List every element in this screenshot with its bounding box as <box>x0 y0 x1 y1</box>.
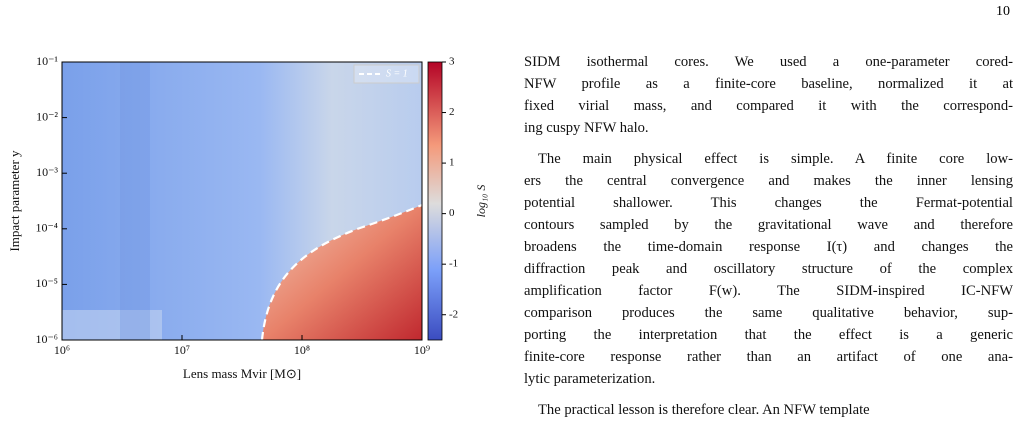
colorbar-tick-label: -1 <box>449 258 458 270</box>
page-number: 10 <box>996 4 1010 19</box>
colorbar-tick-label: 3 <box>449 56 455 68</box>
colorbar-tick-label: 0 <box>449 207 455 219</box>
x-tick-label: 10⁶ <box>54 343 70 357</box>
y-tick-label: 10⁻⁶ <box>35 332 58 346</box>
contour-line <box>260 203 423 341</box>
text-line: fixed virial mass, and compared it with … <box>524 98 1013 114</box>
x-tick-label: 10⁸ <box>294 343 310 357</box>
text-line: ing cuspy NFW halo. <box>524 120 649 136</box>
paragraph: SIDM isothermal cores. We used a one-par… <box>524 51 1013 139</box>
text-line: amplification factor F(w). The SIDM-insp… <box>524 283 1013 299</box>
heatmap-region <box>262 205 422 340</box>
text-line: finite-core response rather than an arti… <box>524 349 1013 365</box>
y-tick-label: 10⁻¹ <box>36 54 58 68</box>
text-line: potential shallower. This changes the Fe… <box>524 195 1013 211</box>
legend-box <box>353 64 420 84</box>
figure: S = 1 log₁₀ S Impact parameter y Lens ma… <box>7 54 488 381</box>
text-line: The main physical effect is simple. A fi… <box>538 151 1013 167</box>
paragraph: The main physical effect is simple. A fi… <box>524 148 1013 390</box>
text-line: porting the interpretation that the effe… <box>524 327 1013 343</box>
y-tick-label: 10⁻² <box>36 109 58 123</box>
y-tick-label: 10⁻³ <box>36 165 58 179</box>
y-tick-label: 10⁻⁵ <box>35 276 58 290</box>
text-line: comparison produces the same qualitative… <box>524 305 1013 321</box>
x-tick-label: 10⁹ <box>414 343 430 357</box>
heatmap: S = 1 <box>61 61 423 341</box>
heatmap-band <box>62 310 162 340</box>
body-text: SIDM isothermal cores. We used a one-par… <box>524 51 1013 430</box>
paragraph: The practical lesson is therefore clear.… <box>524 399 1013 421</box>
colorbar-tick-label: 2 <box>449 106 455 118</box>
text-line: broadens the time-domain response I(τ) a… <box>524 239 1013 255</box>
text-line: The practical lesson is therefore clear.… <box>538 402 870 418</box>
text-line: ers the central convergence and makes th… <box>524 173 1013 189</box>
y-tick-label: 10⁻⁴ <box>35 221 58 235</box>
text-line: SIDM isothermal cores. We used a one-par… <box>524 54 1013 70</box>
colorbar-tick-label: -2 <box>449 308 458 320</box>
text-line: diffraction peak and oscillatory structu… <box>524 261 1013 277</box>
heatmap-band <box>120 62 150 340</box>
legend-label: S = 1 <box>386 68 408 79</box>
y-axis-label: Impact parameter y <box>7 150 22 252</box>
text-line: contours sampled by the gravitational wa… <box>524 217 1013 233</box>
text-line: lytic parameterization. <box>524 371 656 387</box>
colorbar <box>427 61 443 341</box>
axes-frame <box>61 61 423 341</box>
x-axis-label: Lens mass Mvir [M⊙] <box>183 366 301 381</box>
page: 10 S = 1 log₁₀ S Impact parameter y Lens… <box>6 4 1013 418</box>
x-tick-label: 10⁷ <box>174 343 190 357</box>
colorbar-label: log₁₀ S <box>474 185 488 218</box>
colorbar-tick-label: 1 <box>449 157 455 169</box>
text-line: NFW profile as a finite-core baseline, n… <box>524 76 1013 92</box>
